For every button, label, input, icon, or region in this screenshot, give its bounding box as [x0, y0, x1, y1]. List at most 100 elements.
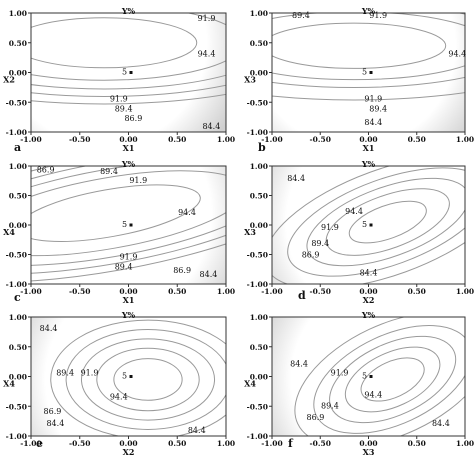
plot-area [272, 13, 465, 132]
contour-label: 84.4 [46, 419, 64, 428]
contour-label: 84.4 [360, 268, 378, 277]
contour-line-84.4 [272, 166, 465, 284]
contour-label: 86.9 [44, 407, 62, 416]
contour-label: 91.9 [120, 252, 138, 261]
contour-label: 94.4 [345, 207, 363, 216]
x-tick-label: -0.50 [310, 439, 331, 448]
y-tick-label: -1.00 [247, 432, 268, 441]
design-point-marker [369, 71, 373, 74]
x-tick-label: -0.50 [69, 439, 90, 448]
contour-label: 91.9 [364, 94, 382, 103]
contour-line-94.4 [31, 17, 198, 69]
contour-line-84.4 [50, 319, 226, 436]
contour-line-94.4 [360, 357, 425, 402]
design-point-label: 5 [362, 68, 367, 77]
contour-label: 89.4 [100, 167, 118, 176]
design-point-label: 5 [122, 220, 127, 229]
plot-area [31, 317, 226, 436]
y-tick-label: 0.50 [9, 343, 27, 352]
panel-b: 94.491.989.484.489.4 91.95-1.00 -0.50 0.00 0… [244, 6, 474, 154]
contour-label: 84.4 [188, 426, 206, 435]
contour-line-94.4 [272, 22, 447, 69]
contour-label: 91.9 [331, 369, 349, 378]
y-tick-label: 1.00 [250, 162, 268, 171]
contour-line-91.9 [31, 170, 226, 257]
contour-line-91.9 [96, 347, 200, 412]
x-tick-label: 1.00 [217, 287, 235, 296]
y-tick-label: 1.00 [9, 162, 27, 171]
design-point-marker [369, 375, 373, 378]
y-tick-label: 0.50 [9, 39, 27, 48]
contour-line-86.9 [313, 325, 465, 434]
y-tick-label: -1.00 [247, 280, 268, 289]
panel-letter: d [298, 289, 306, 302]
contour-label: 86.9 [37, 166, 55, 175]
x-tick-label: -0.50 [69, 287, 90, 296]
y-tick-label: 0.00 [250, 373, 268, 382]
contour-line-91.9 [31, 13, 226, 81]
y-tick-label: 0.00 [250, 69, 268, 78]
y-tick-label: -0.50 [6, 402, 27, 411]
contour-line-89.4 [31, 74, 226, 90]
contour-line-86.9 [287, 167, 465, 277]
panel-c: 94.491.989.4 86.9 84.486.9 89.491.95-1.00 -0… [3, 159, 235, 305]
x-tick-label: 0.50 [408, 439, 426, 448]
x-tick-label: 0.50 [168, 287, 186, 296]
contour-line-89.4 [306, 177, 465, 267]
contour-label: 84.4 [364, 118, 382, 127]
y-tick-label: 0.50 [250, 192, 268, 201]
x-tick-label: 1.00 [217, 135, 235, 144]
contour-label: 89.4 [115, 104, 133, 113]
design-point-marker [129, 71, 133, 74]
x-tick-label: 0.00 [359, 135, 377, 144]
contour-line-91.9 [344, 346, 441, 413]
design-point-label: 5 [362, 220, 367, 229]
contour-line-84.4 [31, 166, 226, 283]
x-tick-label: -0.50 [310, 135, 331, 144]
x-tick-label: 0.50 [168, 439, 186, 448]
x-tick-label: 1.00 [456, 287, 474, 296]
contour-label: 89.4 [292, 11, 310, 20]
contour-line-89.4 [31, 166, 226, 266]
plot-area [31, 13, 226, 132]
x-tick-label: 0.50 [408, 135, 426, 144]
contour-line-91.9 [272, 13, 465, 81]
y-tick-label: 0.50 [250, 39, 268, 48]
x-tick-label: 0.50 [168, 135, 186, 144]
y-tick-label: 0.00 [9, 221, 27, 230]
contour-label: 84.4 [200, 270, 218, 279]
contour-label: 86.9 [173, 266, 191, 275]
chart-title: Y% [121, 159, 136, 169]
design-point-marker [129, 375, 133, 378]
x-tick-label: 0.00 [359, 287, 377, 296]
contour-label: 91.9 [321, 223, 339, 232]
contour-line-94.4 [113, 358, 183, 401]
contour-label: 86.9 [124, 114, 142, 123]
chart-title: Y% [121, 6, 136, 16]
contour-label: 84.4 [287, 174, 305, 183]
y-axis-label: X3 [244, 75, 256, 85]
y-tick-label: -1.00 [247, 128, 268, 137]
y-tick-label: -1.00 [6, 432, 27, 441]
contour-label: 91.9 [110, 94, 128, 103]
contour-label: 91.9 [369, 11, 387, 20]
panel-f: 94.4 91.9 89.4 86.9 84.4 84.4 5 -1.00 -0.50 0.00 0… [244, 310, 474, 457]
x-axis-label: X3 [363, 447, 375, 455]
contour-label: 86.9 [302, 251, 320, 260]
x-tick-label: 0.00 [119, 135, 137, 144]
design-point-marker [129, 223, 133, 227]
contour-label: 94.4 [364, 391, 382, 400]
panel-letter: f [288, 437, 294, 450]
contour-label: 84.4 [432, 419, 450, 428]
x-tick-label: -1.00 [20, 287, 41, 296]
contour-line-94.4 [348, 200, 427, 244]
x-tick-label: -1.00 [20, 135, 41, 144]
y-axis-label: X2 [3, 75, 15, 85]
contour-line-86.9 [31, 166, 226, 275]
plot-area [272, 166, 465, 284]
contour-line-84.4 [294, 317, 465, 436]
panel-letter: b [258, 141, 266, 154]
contour-line-86.9 [31, 84, 226, 97]
design-point-label: 5 [362, 372, 367, 381]
